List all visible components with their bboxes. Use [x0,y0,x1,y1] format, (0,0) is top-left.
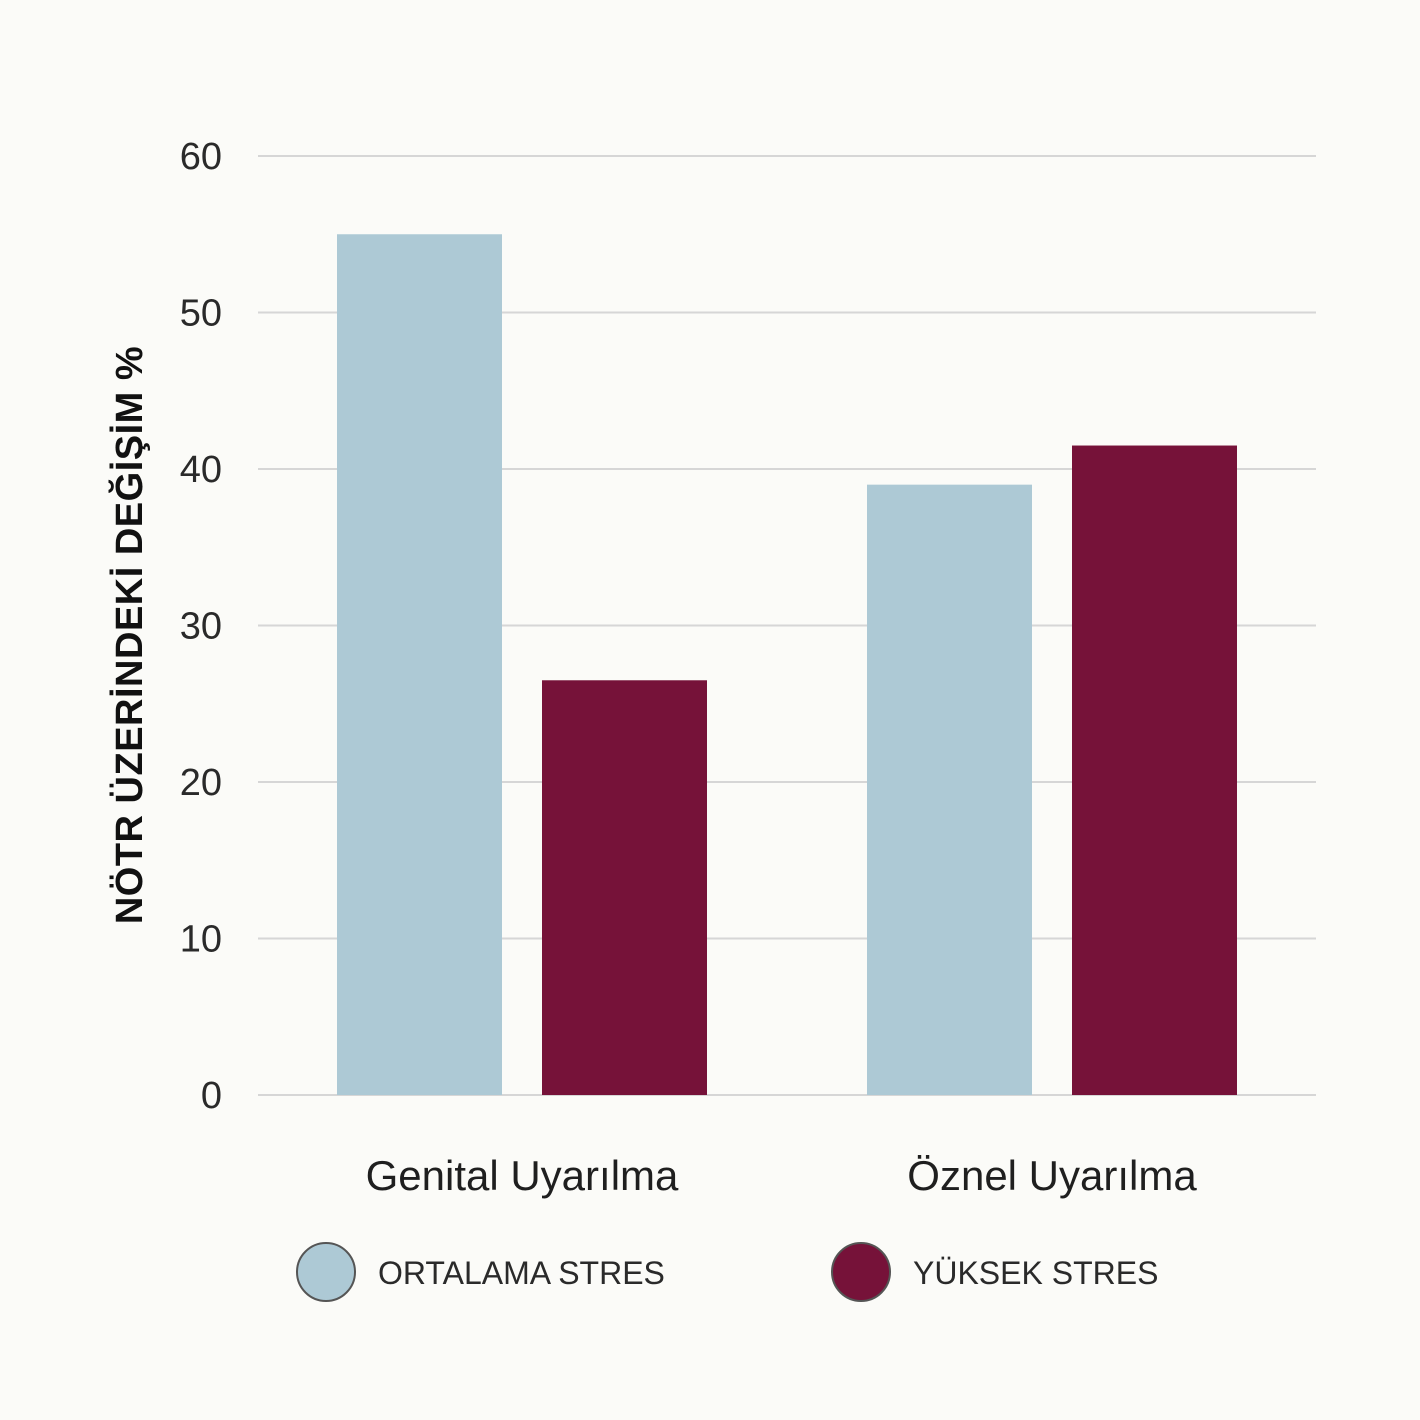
y-tick-label: 50 [180,293,222,335]
legend-swatch [831,1242,891,1302]
y-axis-title: NÖTR ÜZERİNDEKİ DEĞİŞİM % [107,346,151,924]
y-tick-label: 30 [180,606,222,648]
legend-label: YÜKSEK STRES [913,1255,1158,1291]
y-tick-label: 10 [180,919,222,961]
y-axis-ticks: 0 10 20 30 40 50 60 [180,136,222,1117]
x-category-label: Genital Uyarılma [366,1152,679,1199]
legend: ORTALAMA STRES YÜKSEK STRES [296,1242,1158,1302]
legend-label: ORTALAMA STRES [378,1255,665,1291]
bars [337,234,1237,1095]
y-tick-label: 20 [180,762,222,804]
y-tick-label: 60 [180,136,222,178]
bar [337,234,502,1095]
legend-swatch [296,1242,356,1302]
x-axis-categories: Genital Uyarılma Öznel Uyarılma [366,1152,1198,1199]
y-tick-label: 40 [180,449,222,491]
bar [1072,445,1237,1095]
x-category-label: Öznel Uyarılma [907,1152,1197,1199]
y-tick-label: 0 [201,1075,222,1117]
bar [542,680,707,1095]
bar [867,484,1032,1095]
